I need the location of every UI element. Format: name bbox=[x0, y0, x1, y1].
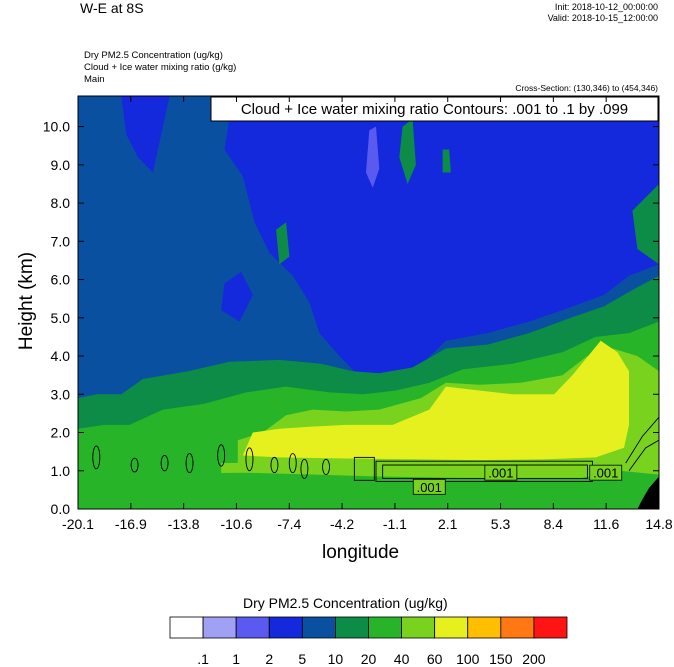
colorbar-level-label: 10 bbox=[328, 651, 344, 667]
init-time: Init: 2018-10-12_00:00:00 bbox=[554, 2, 658, 12]
x-tick-label: -13.8 bbox=[168, 516, 200, 532]
colorbar-swatch bbox=[301, 616, 336, 639]
x-tick-label: 8.4 bbox=[544, 516, 564, 532]
colorbar-swatch bbox=[235, 616, 270, 639]
cloud-contour-cell bbox=[322, 458, 330, 476]
contour-label-box bbox=[484, 464, 518, 481]
colorbar-swatch bbox=[533, 616, 568, 639]
cloud-contour-cell bbox=[270, 456, 279, 474]
cloud-contour-cell bbox=[288, 453, 297, 474]
y-tick-label: 6.0 bbox=[51, 272, 71, 288]
plot-frame bbox=[77, 95, 660, 510]
y-tick-label: 1.0 bbox=[51, 463, 71, 479]
y-tick-label: 8.0 bbox=[51, 195, 71, 211]
field-region-1-2 bbox=[366, 126, 380, 188]
colorbar-title: Dry PM2.5 Concentration (ug/kg) bbox=[243, 595, 448, 611]
contour-info-text: Cloud + Ice water mixing ratio Contours:… bbox=[241, 101, 628, 118]
x-tick-label: 14.8 bbox=[645, 516, 672, 532]
x-tick-label: -1.1 bbox=[383, 516, 407, 532]
contour-label: .001 bbox=[593, 466, 618, 481]
cloud-contour-cell bbox=[92, 445, 101, 470]
shaded-field bbox=[78, 96, 659, 509]
field-region-2-5 bbox=[121, 96, 170, 173]
y-tick-label: 10.0 bbox=[43, 119, 70, 135]
cloud-contour-cell bbox=[245, 447, 254, 472]
colorbar-swatch bbox=[368, 616, 402, 639]
colorbar-swatch bbox=[434, 616, 469, 639]
field-label-pm25: Dry PM2.5 Concentration (ug/kg) bbox=[84, 50, 223, 61]
field-region-10-20 bbox=[399, 118, 416, 184]
cloud-contour-cell bbox=[300, 458, 309, 479]
colorbar-swatch bbox=[169, 616, 204, 639]
colorbar-level-label: 100 bbox=[456, 651, 480, 667]
y-tick-label: 9.0 bbox=[51, 157, 71, 173]
x-tick-label: 2.1 bbox=[438, 516, 458, 532]
colorbar-swatch bbox=[500, 616, 535, 639]
contour-label-box bbox=[589, 464, 623, 481]
colorbar-swatch bbox=[335, 616, 369, 639]
cloud-contour-cell bbox=[160, 455, 169, 472]
colorbar-level-label: 200 bbox=[522, 651, 546, 667]
field-label-cloud: Cloud + Ice water mixing ratio (g/kg) bbox=[84, 62, 237, 73]
colorbar-swatch bbox=[202, 616, 237, 639]
field-label-main: Main bbox=[84, 74, 105, 85]
colorbar-level-label: 2 bbox=[265, 651, 273, 667]
field-region-10-20 bbox=[442, 149, 451, 173]
field-region-10-20 bbox=[632, 184, 659, 265]
colorbar-level-label: 40 bbox=[394, 651, 410, 667]
colorbar-level-label: 150 bbox=[489, 651, 513, 667]
field-region-60-100 bbox=[242, 340, 630, 461]
y-tick-label: 2.0 bbox=[51, 425, 71, 441]
contour-label: .001 bbox=[488, 466, 513, 481]
y-tick-label: 0.0 bbox=[51, 501, 71, 517]
y-tick-label: 7.0 bbox=[51, 233, 71, 249]
x-tick-label: 11.6 bbox=[593, 516, 619, 532]
plot-title: W-E at 8S bbox=[80, 0, 144, 16]
field-region-10-20 bbox=[276, 222, 290, 265]
colorbar-swatch bbox=[268, 616, 303, 639]
x-tick-label: -16.9 bbox=[115, 516, 147, 532]
contour-label-box bbox=[412, 478, 446, 495]
cloud-contour-cell bbox=[217, 444, 226, 467]
valid-time: Valid: 2018-10-15_12:00:00 bbox=[547, 13, 658, 23]
cloud-contour-cell bbox=[185, 453, 194, 474]
y-tick-label: 3.0 bbox=[51, 386, 71, 402]
terrain bbox=[637, 476, 659, 509]
cloud-contour-ring bbox=[625, 416, 659, 472]
contour-label: .001 bbox=[417, 480, 442, 495]
colorbar-level-label: 20 bbox=[361, 651, 377, 667]
x-tick-label: 5.3 bbox=[491, 516, 511, 532]
colorbar-level-label: 1 bbox=[232, 651, 240, 667]
colorbar-level-label: 5 bbox=[298, 651, 306, 667]
x-tick-label: -20.1 bbox=[62, 516, 94, 532]
cloud-contour-cell bbox=[130, 457, 139, 473]
x-tick-label: -10.6 bbox=[220, 516, 252, 532]
cross-section-label: Cross-Section: (130,346) to (454,346) bbox=[515, 83, 658, 93]
field-region-2-5 bbox=[224, 96, 659, 376]
colorbar-level-label: 60 bbox=[427, 651, 443, 667]
x-tick-label: -4.2 bbox=[330, 516, 354, 532]
x-axis-label: longitude bbox=[322, 542, 400, 563]
y-tick-label: 5.0 bbox=[51, 310, 71, 326]
x-tick-label: -7.4 bbox=[277, 516, 301, 532]
colorbar-swatch bbox=[401, 616, 436, 639]
y-tick-label: 4.0 bbox=[51, 348, 71, 364]
cloud-contour-ring bbox=[353, 456, 375, 481]
contour-info-box bbox=[210, 96, 659, 122]
field-region-2-5 bbox=[221, 271, 253, 322]
colorbar-level-label: .1 bbox=[197, 651, 209, 667]
colorbar-swatch bbox=[467, 616, 502, 639]
